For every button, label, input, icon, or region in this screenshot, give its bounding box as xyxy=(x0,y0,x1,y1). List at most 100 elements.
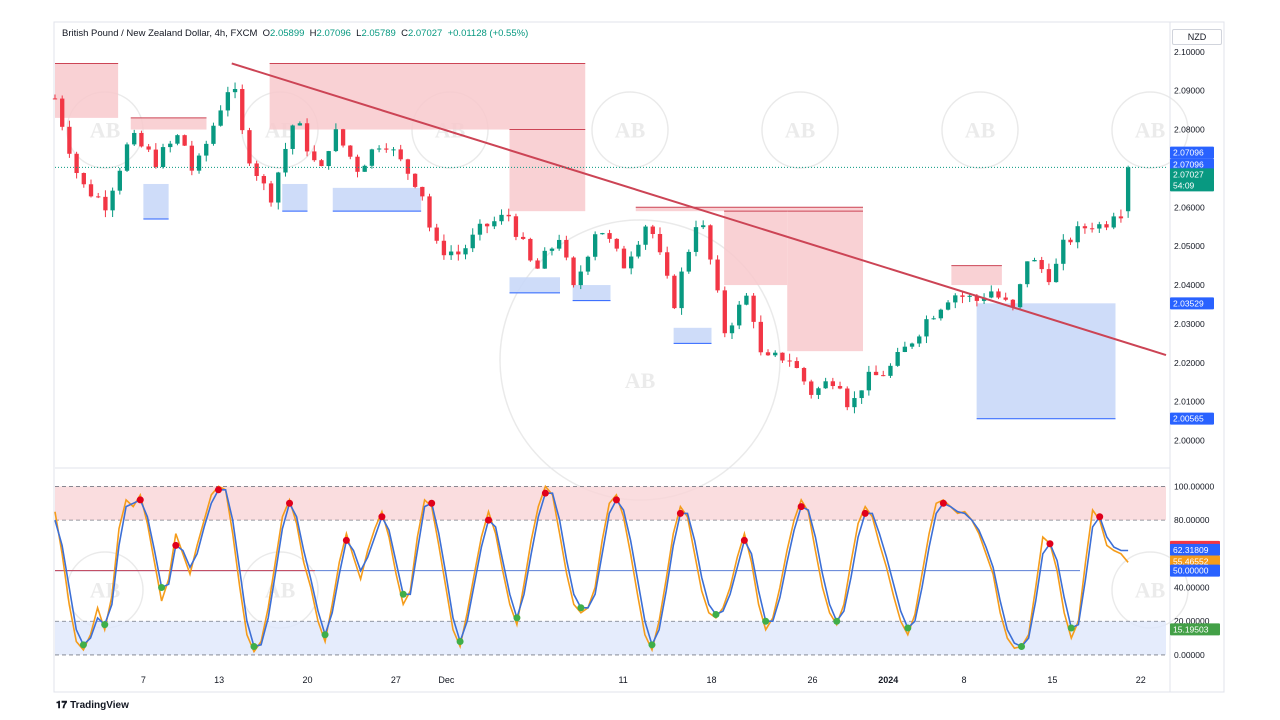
candle-body[interactable] xyxy=(629,256,634,269)
candle-body[interactable] xyxy=(1025,261,1030,285)
candle-body[interactable] xyxy=(528,238,533,261)
candle-body[interactable] xyxy=(204,143,209,156)
candle-body[interactable] xyxy=(665,252,670,276)
candle-body[interactable] xyxy=(283,148,288,173)
candle-body[interactable] xyxy=(744,295,749,305)
candle-body[interactable] xyxy=(967,295,972,297)
candle-body[interactable] xyxy=(348,145,353,157)
candle-body[interactable] xyxy=(715,259,720,291)
price-pane[interactable] xyxy=(52,62,1167,420)
trendline[interactable] xyxy=(231,62,1167,356)
candle-body[interactable] xyxy=(830,381,835,387)
candle-body[interactable] xyxy=(679,271,684,309)
candle-body[interactable] xyxy=(1003,297,1008,300)
candle-body[interactable] xyxy=(729,325,735,334)
candle-body[interactable] xyxy=(794,361,799,368)
candle-body[interactable] xyxy=(556,239,562,249)
candle-body[interactable] xyxy=(117,170,122,191)
candle-body[interactable] xyxy=(751,295,756,322)
candle-body[interactable] xyxy=(650,226,655,235)
candle-body[interactable] xyxy=(809,381,814,395)
candle-body[interactable] xyxy=(427,196,432,228)
candle-body[interactable] xyxy=(168,143,173,148)
candle-body[interactable] xyxy=(312,151,317,161)
candle-body[interactable] xyxy=(816,388,821,395)
candle-body[interactable] xyxy=(369,149,375,166)
candle-body[interactable] xyxy=(643,226,648,245)
candle-body[interactable] xyxy=(146,146,151,150)
candle-body[interactable] xyxy=(1046,269,1052,283)
candle-body[interactable] xyxy=(737,304,742,326)
candle-body[interactable] xyxy=(938,309,944,319)
candle-body[interactable] xyxy=(845,388,850,408)
candle-body[interactable] xyxy=(398,149,403,160)
candle-body[interactable] xyxy=(917,336,922,344)
candle-body[interactable] xyxy=(1118,216,1124,219)
candle-body[interactable] xyxy=(1039,260,1044,270)
candle-body[interactable] xyxy=(520,236,526,239)
candle-body[interactable] xyxy=(132,132,137,145)
candle-body[interactable] xyxy=(722,290,727,334)
candle-body[interactable] xyxy=(773,352,778,356)
candle-body[interactable] xyxy=(902,346,908,353)
candle-body[interactable] xyxy=(888,365,893,376)
candle-body[interactable] xyxy=(268,183,274,203)
candle-body[interactable] xyxy=(571,257,576,286)
candle-body[interactable] xyxy=(542,250,547,269)
candle-body[interactable] xyxy=(456,251,461,255)
candle-body[interactable] xyxy=(686,251,691,272)
candle-body[interactable] xyxy=(1089,228,1095,230)
candle-body[interactable] xyxy=(1104,224,1109,228)
candle-body[interactable] xyxy=(823,381,828,389)
candle-body[interactable] xyxy=(240,89,245,131)
candle-body[interactable] xyxy=(607,233,612,239)
candle-body[interactable] xyxy=(225,92,231,111)
candle-body[interactable] xyxy=(88,184,94,197)
candle-body[interactable] xyxy=(391,149,396,151)
candle-body[interactable] xyxy=(701,225,706,228)
candle-body[interactable] xyxy=(189,145,195,171)
candle-body[interactable] xyxy=(780,352,785,361)
candle-body[interactable] xyxy=(333,129,339,152)
candle-body[interactable] xyxy=(297,123,303,126)
candle-body[interactable] xyxy=(60,98,65,127)
candle-body[interactable] xyxy=(873,371,879,376)
candle-body[interactable] xyxy=(232,89,238,93)
candle-body[interactable] xyxy=(535,260,540,269)
candle-body[interactable] xyxy=(708,225,713,260)
candle-body[interactable] xyxy=(211,125,216,144)
candle-body[interactable] xyxy=(484,223,490,227)
candle-body[interactable] xyxy=(996,291,1001,298)
candle-body[interactable] xyxy=(96,196,101,198)
candle-body[interactable] xyxy=(304,123,310,152)
candle-body[interactable] xyxy=(960,295,965,297)
candle-body[interactable] xyxy=(384,148,389,150)
candle-body[interactable] xyxy=(1082,226,1088,229)
candle-body[interactable] xyxy=(672,275,677,309)
candle-body[interactable] xyxy=(376,148,382,150)
candle-body[interactable] xyxy=(254,163,259,176)
candle-body[interactable] xyxy=(110,190,115,211)
candle-body[interactable] xyxy=(506,214,511,217)
candle-body[interactable] xyxy=(153,149,158,168)
candle-body[interactable] xyxy=(578,271,583,286)
candle-body[interactable] xyxy=(218,110,223,126)
candle-body[interactable] xyxy=(1053,263,1059,283)
candle-body[interactable] xyxy=(182,135,187,146)
candle-body[interactable] xyxy=(513,216,519,237)
candle-body[interactable] xyxy=(290,125,295,149)
stochastic-pane[interactable] xyxy=(54,484,1166,656)
candle-body[interactable] xyxy=(974,295,980,301)
candle-body[interactable] xyxy=(585,256,591,272)
candle-body[interactable] xyxy=(196,155,202,171)
candle-body[interactable] xyxy=(326,151,331,167)
candle-body[interactable] xyxy=(362,165,367,172)
candle-body[interactable] xyxy=(103,196,108,211)
candle-body[interactable] xyxy=(1068,239,1073,243)
candle-body[interactable] xyxy=(420,186,425,197)
candle-body[interactable] xyxy=(463,248,468,255)
candle-body[interactable] xyxy=(924,319,929,337)
candle-body[interactable] xyxy=(564,239,569,258)
candle-body[interactable] xyxy=(160,147,166,168)
